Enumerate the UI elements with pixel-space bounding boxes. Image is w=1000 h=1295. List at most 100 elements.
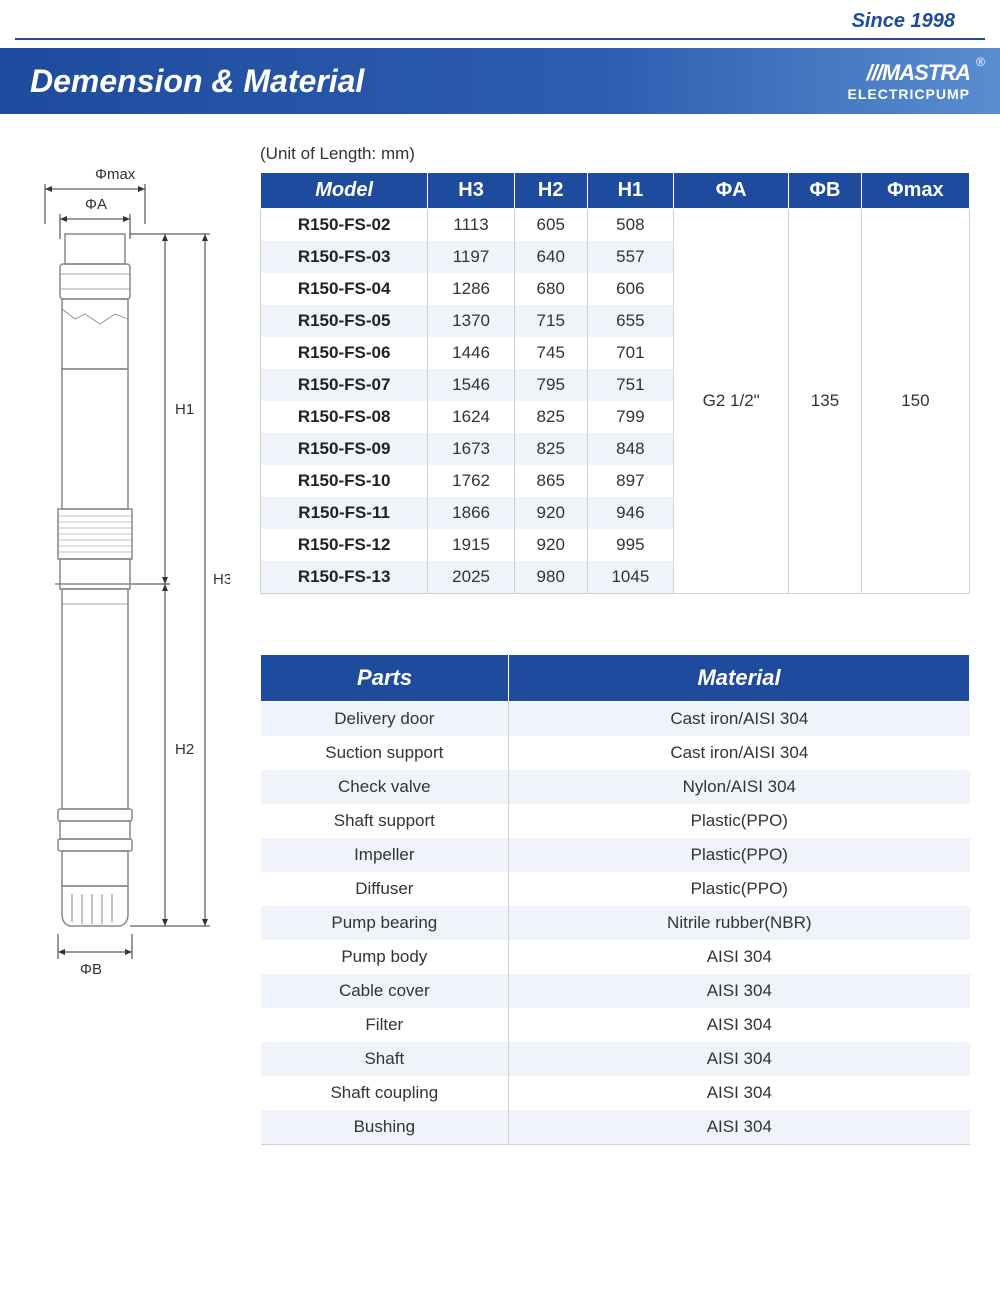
- table-header-row: Model H3 H2 H1 ΦA ΦB Φmax: [261, 173, 970, 209]
- h2-label: H2: [175, 741, 194, 758]
- material-cell: Plastic(PPO): [509, 838, 970, 872]
- material-cell: AISI 304: [509, 1110, 970, 1145]
- col-h2: H2: [514, 173, 587, 209]
- col-parts: Parts: [261, 655, 509, 702]
- registered-icon: ®: [976, 55, 985, 69]
- material-cell: Nylon/AISI 304: [509, 770, 970, 804]
- col-h3: H3: [428, 173, 515, 209]
- material-cell: AISI 304: [509, 1008, 970, 1042]
- h3-cell: 2025: [428, 561, 515, 594]
- unit-label: (Unit of Length: mm): [260, 144, 970, 164]
- logo-bottom: ELECTRICPUMP: [848, 86, 970, 102]
- table-row: Pump bearingNitrile rubber(NBR): [261, 906, 970, 940]
- model-cell: R150-FS-12: [261, 529, 428, 561]
- table-row: Delivery doorCast iron/AISI 304: [261, 702, 970, 737]
- h1-cell: 848: [587, 433, 674, 465]
- h3-cell: 1762: [428, 465, 515, 497]
- h1-cell: 606: [587, 273, 674, 305]
- h1-cell: 799: [587, 401, 674, 433]
- h2-cell: 605: [514, 209, 587, 242]
- h2-cell: 825: [514, 401, 587, 433]
- dimension-table: Model H3 H2 H1 ΦA ΦB Φmax R150-FS-021113…: [260, 172, 970, 594]
- model-cell: R150-FS-11: [261, 497, 428, 529]
- h3-label: H3: [213, 571, 230, 588]
- h3-cell: 1915: [428, 529, 515, 561]
- h1-cell: 1045: [587, 561, 674, 594]
- part-cell: Shaft support: [261, 804, 509, 838]
- h1-cell: 655: [587, 305, 674, 337]
- model-cell: R150-FS-10: [261, 465, 428, 497]
- table-row: Pump bodyAISI 304: [261, 940, 970, 974]
- col-phi-max: Φmax: [861, 173, 969, 209]
- part-cell: Filter: [261, 1008, 509, 1042]
- model-cell: R150-FS-02: [261, 209, 428, 242]
- table-row: FilterAISI 304: [261, 1008, 970, 1042]
- phi-b-label: ΦB: [80, 961, 102, 978]
- h1-cell: 557: [587, 241, 674, 273]
- table-row: ImpellerPlastic(PPO): [261, 838, 970, 872]
- h2-cell: 640: [514, 241, 587, 273]
- h2-cell: 920: [514, 497, 587, 529]
- material-cell: AISI 304: [509, 1042, 970, 1076]
- h1-cell: 701: [587, 337, 674, 369]
- part-cell: Suction support: [261, 736, 509, 770]
- model-cell: R150-FS-07: [261, 369, 428, 401]
- h2-cell: 865: [514, 465, 587, 497]
- part-cell: Pump bearing: [261, 906, 509, 940]
- since-text: Since 1998: [852, 10, 955, 33]
- h3-cell: 1624: [428, 401, 515, 433]
- logo: ///MASTRA ELECTRICPUMP ®: [848, 60, 970, 102]
- top-bar: Since 1998: [15, 0, 985, 40]
- col-model: Model: [261, 173, 428, 209]
- col-material: Material: [509, 655, 970, 702]
- material-cell: AISI 304: [509, 974, 970, 1008]
- part-cell: Bushing: [261, 1110, 509, 1145]
- h2-cell: 825: [514, 433, 587, 465]
- material-cell: Cast iron/AISI 304: [509, 702, 970, 737]
- table-row: Shaft supportPlastic(PPO): [261, 804, 970, 838]
- model-cell: R150-FS-13: [261, 561, 428, 594]
- col-h1: H1: [587, 173, 674, 209]
- h1-cell: 897: [587, 465, 674, 497]
- h3-cell: 1546: [428, 369, 515, 401]
- table-row: BushingAISI 304: [261, 1110, 970, 1145]
- model-cell: R150-FS-06: [261, 337, 428, 369]
- material-cell: AISI 304: [509, 940, 970, 974]
- table-row: DiffuserPlastic(PPO): [261, 872, 970, 906]
- table-row: ShaftAISI 304: [261, 1042, 970, 1076]
- material-cell: Nitrile rubber(NBR): [509, 906, 970, 940]
- col-phi-a: ΦA: [674, 173, 789, 209]
- phi-max-label: Φmax: [95, 166, 136, 183]
- phi_max-cell: 150: [861, 209, 969, 594]
- phi-a-label: ΦA: [85, 196, 107, 213]
- table-row: R150-FS-021113605508G2 1/2"135150: [261, 209, 970, 242]
- page-title: Demension & Material: [30, 63, 364, 100]
- parts-table: Parts Material Delivery doorCast iron/AI…: [260, 654, 970, 1145]
- part-cell: Shaft: [261, 1042, 509, 1076]
- h3-cell: 1370: [428, 305, 515, 337]
- part-cell: Delivery door: [261, 702, 509, 737]
- logo-top: ///MASTRA: [848, 60, 970, 86]
- content: Φmax ΦA: [0, 114, 1000, 1175]
- h1-cell: 508: [587, 209, 674, 242]
- material-cell: Cast iron/AISI 304: [509, 736, 970, 770]
- model-cell: R150-FS-05: [261, 305, 428, 337]
- material-cell: Plastic(PPO): [509, 872, 970, 906]
- part-cell: Pump body: [261, 940, 509, 974]
- part-cell: Impeller: [261, 838, 509, 872]
- h2-cell: 980: [514, 561, 587, 594]
- model-cell: R150-FS-09: [261, 433, 428, 465]
- h2-cell: 920: [514, 529, 587, 561]
- h1-cell: 751: [587, 369, 674, 401]
- tables-column: (Unit of Length: mm) Model H3 H2 H1 ΦA Φ…: [260, 144, 970, 1145]
- h3-cell: 1673: [428, 433, 515, 465]
- part-cell: Shaft coupling: [261, 1076, 509, 1110]
- h3-cell: 1197: [428, 241, 515, 273]
- parts-header-row: Parts Material: [261, 655, 970, 702]
- phi_a-cell: G2 1/2": [674, 209, 789, 594]
- h2-cell: 745: [514, 337, 587, 369]
- h3-cell: 1866: [428, 497, 515, 529]
- h1-cell: 995: [587, 529, 674, 561]
- material-cell: Plastic(PPO): [509, 804, 970, 838]
- material-cell: AISI 304: [509, 1076, 970, 1110]
